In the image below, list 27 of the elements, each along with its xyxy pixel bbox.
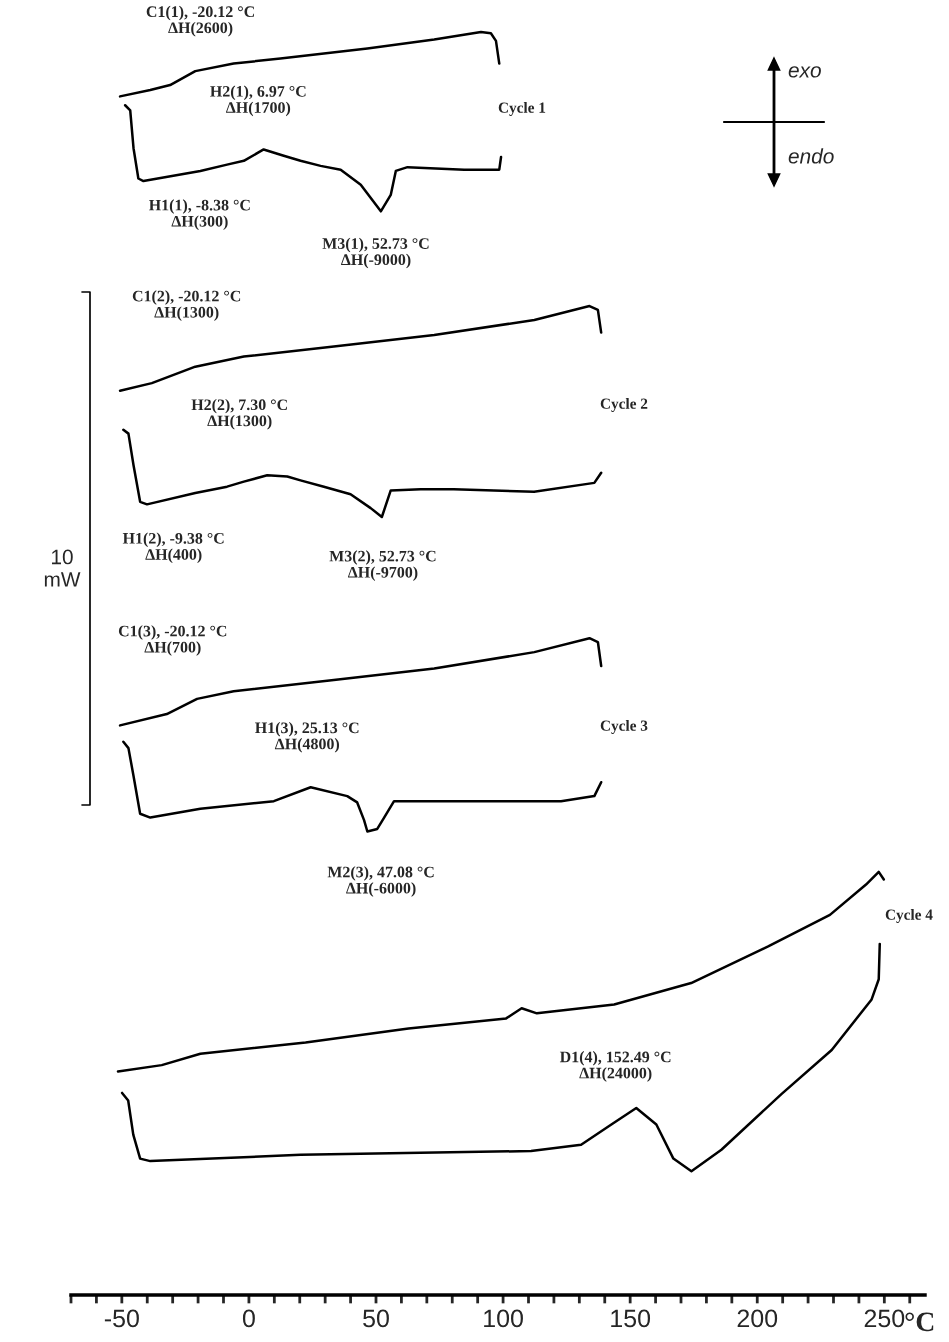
annotation: H2(2), 7.30 °C ΔH(1300) — [191, 398, 287, 430]
annotation: H1(1), -8.38 °C ΔH(300) — [149, 199, 250, 230]
annotation: H1(2), -9.38 °C ΔH(400) — [122, 532, 224, 564]
annotation: 10 mW — [44, 549, 81, 587]
annotation: Cycle 4 — [885, 909, 933, 923]
annotation: Cycle 2 — [600, 398, 648, 412]
x-tick-label: 100 — [484, 1309, 523, 1328]
annotation: C1(2), -20.12 °C ΔH(1300) — [132, 290, 241, 321]
x-tick-label: 250 — [864, 1309, 905, 1328]
annotation: exo — [788, 66, 821, 78]
annotation: H1(3), 25.13 °C ΔH(4800) — [255, 721, 359, 753]
annotation: H2(1), 6.97 °C ΔH(1700) — [210, 85, 306, 117]
annotation: Cycle 3 — [600, 720, 648, 734]
annotation: M3(2), 52.73 °C ΔH(-9700) — [329, 550, 436, 581]
x-axis-title: °C — [905, 1312, 934, 1332]
annotation: Cycle 1 — [498, 102, 546, 116]
annotation: D1(4), 152.49 °C ΔH(24000) — [559, 1051, 671, 1082]
annotation: endo — [788, 148, 834, 164]
x-tick-label: -50 — [104, 1309, 139, 1328]
annotation: C1(1), -20.12 °C ΔH(2600) — [146, 5, 254, 37]
x-tick-label: 50 — [363, 1309, 389, 1328]
x-tick-label: 200 — [737, 1309, 778, 1328]
annotation: C1(3), -20.12 °C ΔH(700) — [118, 625, 227, 656]
x-tick-label: 0 — [242, 1309, 255, 1328]
x-tick-label: 150 — [611, 1309, 651, 1328]
annotation: M3(1), 52.73 °C ΔH(-9000) — [322, 237, 429, 269]
annotation: M2(3), 47.08 °C ΔH(-6000) — [327, 866, 434, 897]
